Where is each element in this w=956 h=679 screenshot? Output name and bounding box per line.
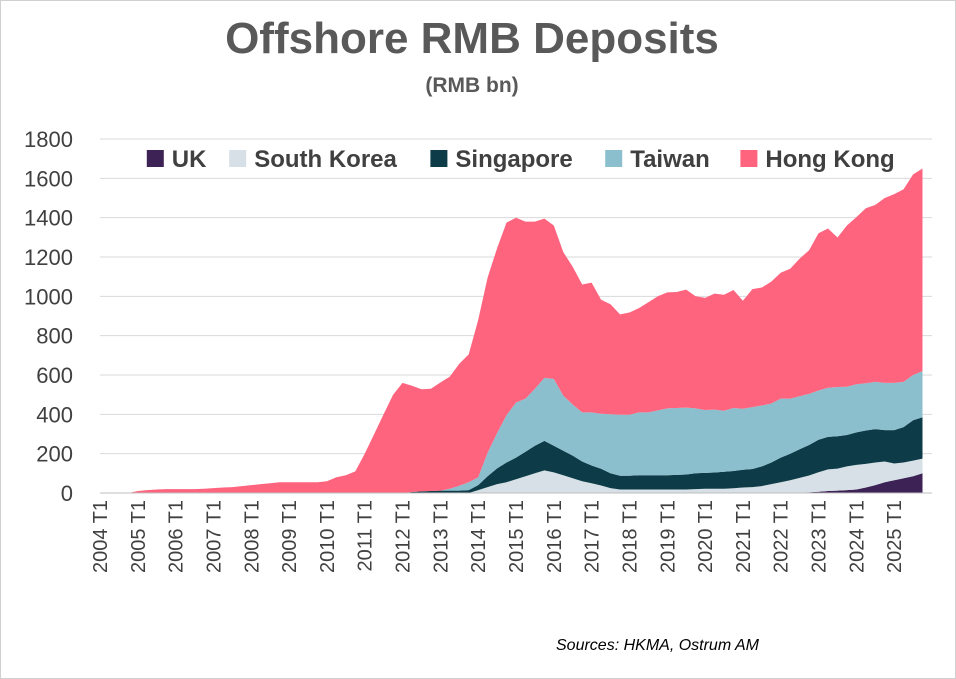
legend-label-taiwan: Taiwan [630,146,710,173]
legend-swatch-south-korea [229,150,247,167]
area-series-layer [100,168,923,493]
legend: UK South Korea Singapore Taiwan Hong Kong [146,146,895,173]
source-note: Sources: HKMA, Ostrum AM [556,637,759,654]
x-tick-label: 2022 T1 [771,500,793,573]
x-tick-label: 2019 T1 [657,500,679,573]
chart-subtitle: (RMB bn) [425,74,519,97]
x-tick-label: 2025 T1 [884,500,906,573]
x-tick-label: 2008 T1 [241,500,263,573]
legend-label-hong-kong: Hong Kong [765,146,894,173]
x-tick-label: 2020 T1 [695,500,717,573]
x-tick-label: 2023 T1 [809,500,831,573]
area-series-hong-kong [100,168,923,493]
x-tick-label: 2011 T1 [355,500,377,572]
y-tick-label: 0 [61,481,73,506]
y-tick-label: 1200 [24,245,73,270]
x-tick-label: 2010 T1 [317,500,339,573]
x-tick-label: 2013 T1 [430,500,452,573]
legend-swatch-uk [146,150,164,167]
legend-swatch-taiwan [605,150,623,167]
x-tick-label: 2012 T1 [393,500,415,573]
x-tick-label: 2006 T1 [166,500,188,573]
y-tick-label: 600 [36,363,73,388]
area-series-singapore [100,417,923,493]
chart-title: Offshore RMB Deposits [225,14,719,63]
legend-label-singapore: Singapore [455,146,572,173]
x-tick-label: 2024 T1 [846,500,868,573]
y-tick-label: 200 [36,442,73,467]
y-tick-label: 400 [36,402,73,427]
x-tick-label: 2015 T1 [506,500,528,573]
x-tick-label: 2017 T1 [582,500,604,573]
y-tick-label: 1800 [24,127,73,152]
x-tick-label: 2016 T1 [544,500,566,573]
area-series-taiwan [100,371,923,493]
axis-layer: 0 200 400 600 800 1000 1200 1400 1600 1800 2004 T1… [24,127,932,573]
x-tick-label: 2005 T1 [128,500,150,573]
x-tick-label: 2004 T1 [90,500,112,573]
legend-swatch-singapore [430,150,448,167]
x-tick-label: 2018 T1 [619,500,641,573]
y-tick-label: 1600 [24,166,73,191]
area-series-uk [100,473,923,493]
y-tick-label: 1400 [24,206,73,231]
y-tick-label: 800 [36,324,73,349]
legend-label-uk: UK [172,146,207,173]
area-series-south-korea [100,458,923,493]
y-tick-label: 1000 [24,284,73,309]
legend-swatch-hong-kong [740,150,758,167]
x-tick-label: 2009 T1 [279,500,301,573]
x-tick-label: 2021 T1 [733,500,755,573]
x-tick-label: 2007 T1 [203,500,225,573]
x-tick-label: 2014 T1 [468,500,490,573]
legend-label-south-korea: South Korea [254,146,397,173]
